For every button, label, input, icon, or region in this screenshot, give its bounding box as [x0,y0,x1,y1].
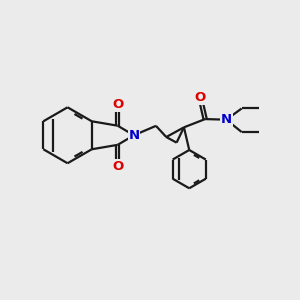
Text: O: O [194,92,206,104]
Text: N: N [221,113,232,126]
Text: O: O [112,160,123,172]
Text: N: N [128,129,140,142]
Text: O: O [112,98,123,111]
